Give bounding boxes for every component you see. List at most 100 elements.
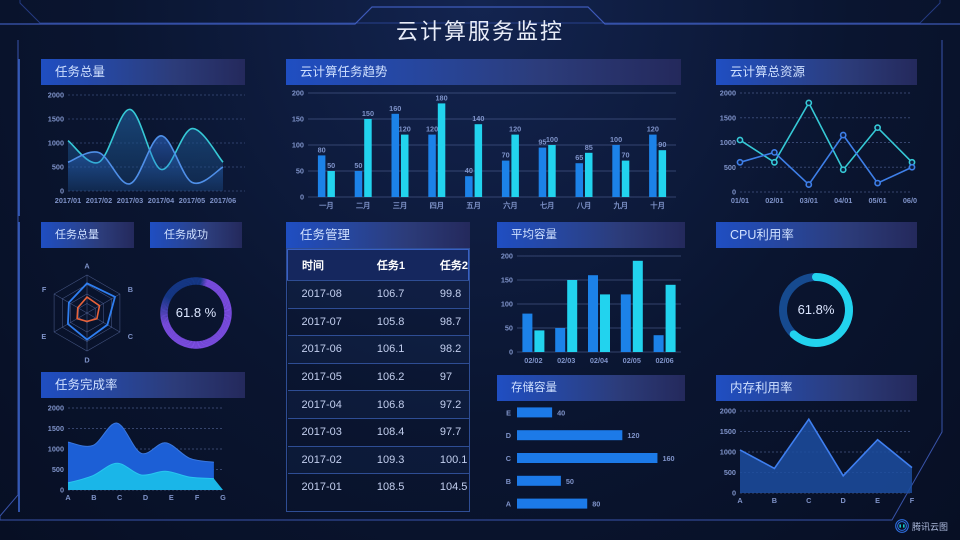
svg-text:120: 120 xyxy=(399,125,411,134)
svg-text:100: 100 xyxy=(546,135,558,144)
svg-text:七月: 七月 xyxy=(540,201,555,210)
svg-text:1000: 1000 xyxy=(720,138,736,147)
svg-text:1500: 1500 xyxy=(48,115,64,124)
svg-text:03/01: 03/01 xyxy=(800,196,818,205)
svg-text:150: 150 xyxy=(501,276,513,285)
svg-text:九月: 九月 xyxy=(613,201,629,210)
svg-text:500: 500 xyxy=(52,163,64,172)
svg-text:01/01: 01/01 xyxy=(731,196,749,205)
svg-text:A: A xyxy=(65,493,71,502)
svg-text:120: 120 xyxy=(627,431,639,440)
svg-text:A: A xyxy=(84,262,90,271)
svg-text:02/01: 02/01 xyxy=(765,196,783,205)
svg-text:06/01: 06/01 xyxy=(903,196,917,205)
svg-text:0: 0 xyxy=(60,187,64,196)
svg-text:40: 40 xyxy=(557,408,565,417)
svg-text:B: B xyxy=(772,496,777,505)
svg-text:80: 80 xyxy=(318,145,326,154)
svg-text:05/01: 05/01 xyxy=(868,196,886,205)
svg-text:70: 70 xyxy=(621,151,629,160)
svg-text:50: 50 xyxy=(296,167,304,176)
svg-text:04/01: 04/01 xyxy=(834,196,852,205)
svg-text:E: E xyxy=(41,332,46,341)
svg-text:E: E xyxy=(875,496,880,505)
svg-text:120: 120 xyxy=(509,125,521,134)
svg-text:F: F xyxy=(195,493,200,502)
svg-text:A: A xyxy=(506,500,512,509)
svg-text:150: 150 xyxy=(292,115,304,124)
svg-text:D: D xyxy=(841,496,846,505)
svg-text:2000: 2000 xyxy=(720,89,736,98)
svg-text:0: 0 xyxy=(509,348,513,357)
svg-text:50: 50 xyxy=(505,324,513,333)
svg-text:500: 500 xyxy=(724,468,736,477)
svg-text:40: 40 xyxy=(465,166,473,175)
svg-text:02/02: 02/02 xyxy=(524,356,542,365)
svg-text:A: A xyxy=(737,496,743,505)
svg-text:80: 80 xyxy=(592,500,600,509)
svg-text:61.8%: 61.8% xyxy=(798,302,835,317)
svg-text:100: 100 xyxy=(292,141,304,150)
svg-text:02/04: 02/04 xyxy=(590,356,609,365)
svg-text:十月: 十月 xyxy=(650,201,665,210)
svg-text:140: 140 xyxy=(472,114,484,123)
svg-text:2000: 2000 xyxy=(720,407,736,416)
svg-text:0: 0 xyxy=(732,489,736,498)
svg-text:二月: 二月 xyxy=(356,201,371,210)
svg-text:200: 200 xyxy=(501,252,513,261)
svg-text:B: B xyxy=(91,493,96,502)
svg-text:三月: 三月 xyxy=(393,201,408,210)
svg-text:六月: 六月 xyxy=(503,201,518,210)
svg-text:50: 50 xyxy=(566,477,574,486)
svg-text:D: D xyxy=(506,431,511,440)
svg-text:B: B xyxy=(128,285,133,294)
svg-text:150: 150 xyxy=(362,109,374,118)
svg-text:C: C xyxy=(117,493,123,502)
svg-text:61.8 %: 61.8 % xyxy=(176,305,217,320)
svg-text:1500: 1500 xyxy=(720,113,736,122)
svg-text:85: 85 xyxy=(585,143,593,152)
svg-text:E: E xyxy=(506,408,511,417)
svg-text:70: 70 xyxy=(502,151,510,160)
svg-text:50: 50 xyxy=(354,161,362,170)
svg-text:D: D xyxy=(143,493,148,502)
svg-text:180: 180 xyxy=(435,93,447,102)
svg-text:八月: 八月 xyxy=(576,201,592,210)
svg-text:2017/02: 2017/02 xyxy=(86,196,112,205)
svg-text:F: F xyxy=(910,496,915,505)
svg-text:2000: 2000 xyxy=(48,91,64,100)
svg-text:120: 120 xyxy=(647,125,659,134)
svg-text:D: D xyxy=(84,356,89,365)
svg-text:1500: 1500 xyxy=(48,424,64,433)
svg-text:2000: 2000 xyxy=(48,404,64,413)
svg-text:1000: 1000 xyxy=(720,448,736,457)
svg-text:160: 160 xyxy=(662,454,674,463)
svg-text:02/05: 02/05 xyxy=(623,356,641,365)
svg-text:500: 500 xyxy=(724,163,736,172)
svg-text:G: G xyxy=(220,493,226,502)
svg-text:2017/06: 2017/06 xyxy=(210,196,236,205)
svg-text:1500: 1500 xyxy=(720,427,736,436)
svg-text:0: 0 xyxy=(60,486,64,495)
svg-text:100: 100 xyxy=(610,135,622,144)
svg-text:02/06: 02/06 xyxy=(655,356,673,365)
svg-text:02/03: 02/03 xyxy=(557,356,575,365)
svg-text:2017/04: 2017/04 xyxy=(148,196,175,205)
svg-text:五月: 五月 xyxy=(466,201,481,210)
svg-text:E: E xyxy=(169,493,174,502)
svg-text:C: C xyxy=(806,496,812,505)
svg-text:B: B xyxy=(506,477,511,486)
svg-text:四月: 四月 xyxy=(430,201,445,210)
svg-text:2017/05: 2017/05 xyxy=(179,196,205,205)
svg-text:160: 160 xyxy=(389,104,401,113)
svg-text:500: 500 xyxy=(52,465,64,474)
svg-text:200: 200 xyxy=(292,89,304,98)
svg-text:2017/03: 2017/03 xyxy=(117,196,143,205)
svg-text:C: C xyxy=(128,332,134,341)
svg-text:120: 120 xyxy=(426,125,438,134)
svg-text:0: 0 xyxy=(300,193,304,202)
svg-text:1000: 1000 xyxy=(48,139,64,148)
svg-text:100: 100 xyxy=(501,300,513,309)
svg-text:2017/01: 2017/01 xyxy=(55,196,81,205)
svg-text:C: C xyxy=(506,454,512,463)
